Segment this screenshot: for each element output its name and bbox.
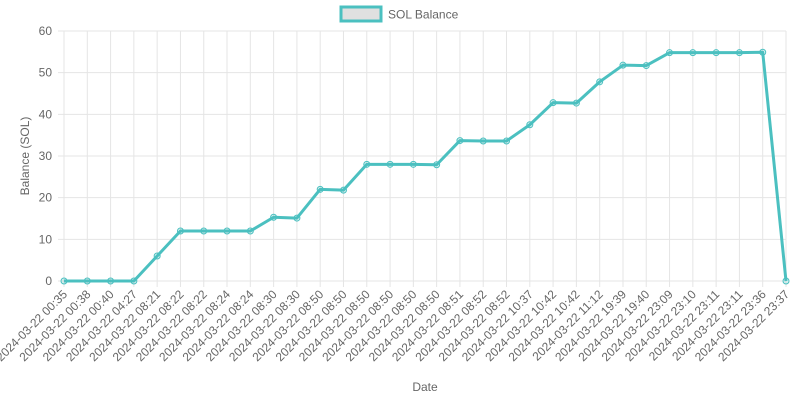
data-point[interactable] xyxy=(386,160,394,168)
data-points xyxy=(60,48,790,285)
data-point[interactable] xyxy=(316,185,324,193)
y-tick-label: 0 xyxy=(45,274,52,288)
data-point[interactable] xyxy=(246,227,254,235)
data-point[interactable] xyxy=(83,277,91,285)
data-point[interactable] xyxy=(549,99,557,107)
data-point[interactable] xyxy=(293,214,301,222)
data-point[interactable] xyxy=(479,137,487,145)
legend-label-sol-balance[interactable]: SOL Balance xyxy=(388,8,459,22)
y-tick-label: 10 xyxy=(39,232,53,246)
data-point[interactable] xyxy=(666,49,674,57)
data-point[interactable] xyxy=(596,78,604,86)
data-point[interactable] xyxy=(503,137,511,145)
data-point[interactable] xyxy=(642,62,650,70)
series-sol-balance xyxy=(60,48,790,285)
data-point[interactable] xyxy=(60,277,68,285)
data-point[interactable] xyxy=(200,227,208,235)
data-point[interactable] xyxy=(223,227,231,235)
data-point[interactable] xyxy=(107,277,115,285)
y-tick-label: 60 xyxy=(39,24,53,38)
y-axis-ticks: 0 10 20 30 40 50 60 xyxy=(39,24,53,288)
y-axis-title: Balance (SOL) xyxy=(18,117,32,196)
data-point[interactable] xyxy=(130,277,138,285)
legend-swatch-sol-balance[interactable] xyxy=(339,5,383,23)
data-point[interactable] xyxy=(409,160,417,168)
x-axis-title: Date xyxy=(412,380,438,394)
data-point[interactable] xyxy=(176,227,184,235)
data-point[interactable] xyxy=(456,137,464,145)
data-point[interactable] xyxy=(339,186,347,194)
data-point[interactable] xyxy=(735,49,743,57)
y-tick-label: 30 xyxy=(39,149,53,163)
data-point[interactable] xyxy=(712,49,720,57)
data-point[interactable] xyxy=(759,48,767,56)
data-point[interactable] xyxy=(782,277,790,285)
data-point[interactable] xyxy=(689,49,697,57)
data-point[interactable] xyxy=(572,99,580,107)
legend[interactable]: SOL Balance xyxy=(339,5,459,23)
data-point[interactable] xyxy=(153,252,161,260)
y-tick-label: 50 xyxy=(39,66,53,80)
data-point[interactable] xyxy=(526,121,534,129)
data-point[interactable] xyxy=(363,160,371,168)
y-tick-label: 20 xyxy=(39,191,53,205)
data-point[interactable] xyxy=(270,213,278,221)
data-point[interactable] xyxy=(433,161,441,169)
y-tick-label: 40 xyxy=(39,107,53,121)
series-line-sol-balance xyxy=(64,50,788,283)
data-point[interactable] xyxy=(619,61,627,69)
grid xyxy=(58,30,787,287)
